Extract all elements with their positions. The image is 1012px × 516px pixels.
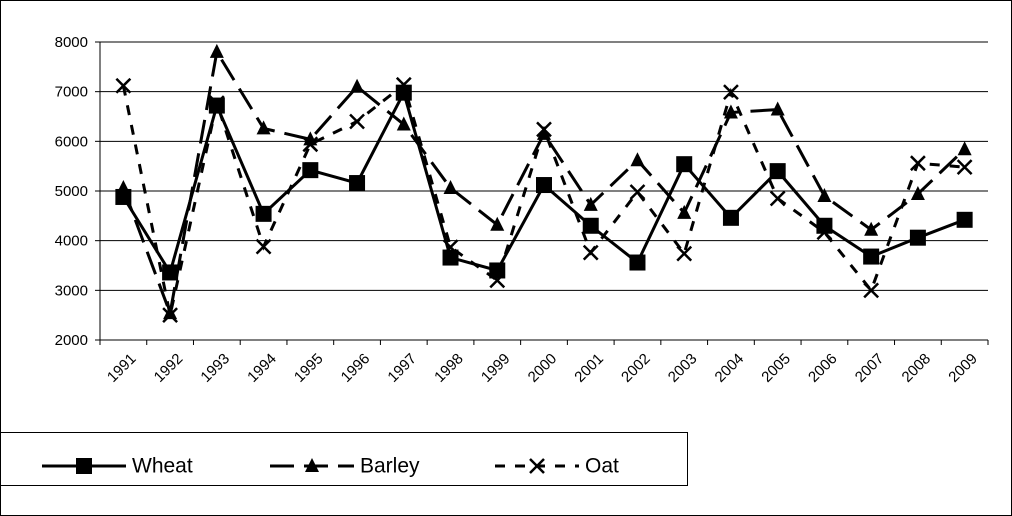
marker — [676, 245, 693, 262]
marker — [490, 216, 505, 231]
marker — [396, 116, 411, 131]
marker — [770, 101, 785, 116]
legend-marker — [76, 458, 92, 474]
legend-marker — [529, 458, 545, 474]
marker — [676, 156, 693, 173]
marker — [442, 249, 459, 266]
y-tick-label: 5000 — [55, 183, 88, 200]
marker — [864, 221, 879, 236]
y-tick-label: 6000 — [55, 133, 88, 150]
marker — [209, 43, 224, 58]
legend-label: Wheat — [132, 455, 193, 478]
y-tick-label: 7000 — [55, 84, 88, 101]
marker — [208, 95, 225, 111]
marker — [583, 196, 598, 211]
marker — [910, 185, 925, 200]
marker — [302, 136, 319, 153]
marker — [162, 307, 178, 324]
marker — [909, 229, 926, 246]
marker — [256, 120, 271, 135]
legend-label: Barley — [360, 455, 420, 478]
marker — [536, 121, 552, 138]
marker — [116, 180, 131, 195]
marker — [443, 180, 458, 195]
marker — [582, 217, 599, 234]
y-tick-label: 3000 — [55, 282, 88, 299]
marker — [536, 177, 552, 194]
marker — [956, 159, 973, 176]
marker — [956, 211, 973, 228]
marker — [629, 184, 646, 200]
marker — [350, 78, 365, 93]
marker — [769, 190, 786, 207]
marker — [162, 264, 179, 281]
y-tick-label: 8000 — [55, 34, 88, 51]
marker — [957, 141, 972, 156]
marker — [863, 282, 880, 299]
marker — [163, 305, 178, 320]
marker — [255, 238, 272, 255]
marker — [115, 77, 132, 94]
marker — [677, 204, 692, 219]
marker — [769, 163, 786, 180]
marker — [349, 175, 366, 192]
marker — [723, 104, 738, 119]
marker — [723, 84, 739, 101]
marker — [349, 113, 365, 130]
legend-box — [0, 432, 688, 486]
marker — [489, 272, 506, 289]
marker — [255, 205, 272, 222]
marker — [816, 224, 833, 241]
marker — [582, 244, 599, 261]
marker — [630, 152, 645, 167]
marker — [395, 76, 412, 93]
marker — [722, 209, 739, 226]
y-tick-label: 2000 — [55, 332, 88, 349]
marker — [817, 187, 832, 202]
legend-label: Oat — [585, 455, 619, 478]
marker — [910, 155, 926, 172]
y-tick-label: 4000 — [55, 233, 88, 250]
marker — [629, 254, 646, 271]
legend-marker — [305, 458, 319, 472]
marker — [863, 248, 880, 265]
marker — [442, 239, 459, 256]
marker — [302, 162, 319, 179]
